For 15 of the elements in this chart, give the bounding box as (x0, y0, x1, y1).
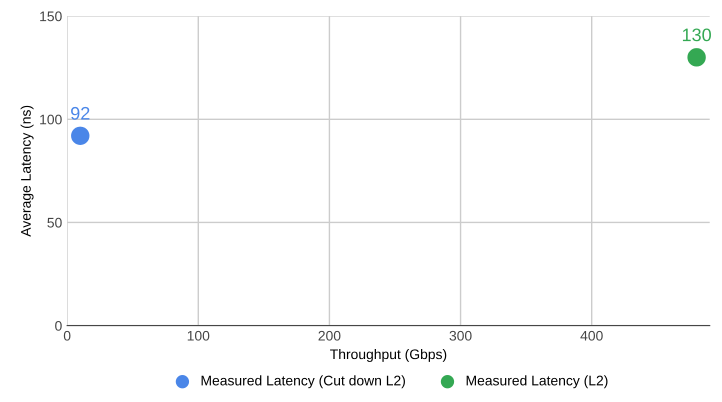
x-tick-label: 400 (580, 330, 603, 341)
x-axis-title: Throughput (Gbps) (330, 348, 446, 362)
y-tick-label: 100 (40, 114, 62, 124)
x-tick-label: 100 (188, 330, 210, 341)
legend-label: Measured Latency (Cut down L2) (202, 375, 405, 388)
y-tick-label: 50 (47, 218, 62, 228)
y-tick-label: 0 (55, 320, 62, 331)
legend-label: Measured Latency (L2) (466, 375, 608, 388)
x-tick-label: 0 (64, 330, 70, 341)
x-tick-label: 300 (450, 330, 472, 341)
y-axis-title: Average Latency (ns) (20, 106, 34, 237)
data-label: 92 (71, 106, 90, 120)
y-tick-label: 150 (40, 11, 62, 22)
x-tick-label: 200 (318, 330, 340, 341)
data-label: 130 (682, 28, 711, 42)
